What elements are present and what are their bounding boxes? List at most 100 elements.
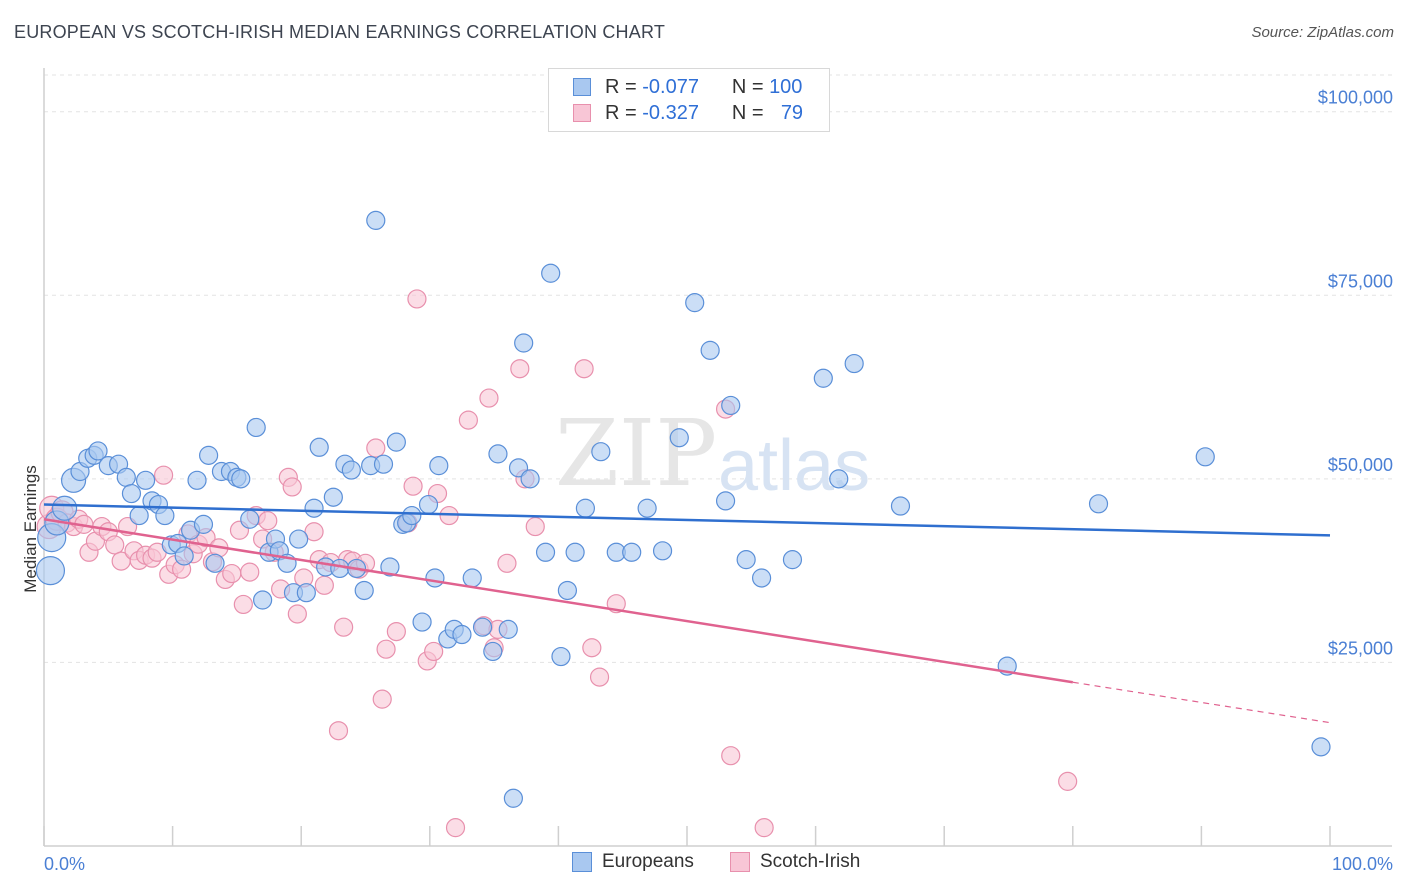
european-point (155, 505, 175, 526)
watermark: ZIP atlas (555, 400, 870, 507)
european-point (813, 368, 833, 388)
european-point (386, 432, 406, 452)
scotch-irish-point (240, 562, 260, 582)
european-point (429, 456, 449, 476)
european-point (498, 619, 518, 639)
european-point (472, 617, 493, 637)
europeans-trend-line (43, 503, 1331, 537)
european-point (35, 556, 66, 586)
european-point (541, 263, 561, 283)
european-point (1195, 447, 1215, 467)
european-point (129, 505, 149, 526)
european-point (373, 454, 394, 474)
european-point (669, 428, 689, 448)
european-point (508, 458, 529, 478)
european-point (135, 470, 156, 490)
axis-layer (43, 68, 1392, 847)
european-point (782, 550, 803, 570)
european-point (637, 498, 657, 518)
y-tick-label: $50,000 (1328, 455, 1393, 475)
european-point (462, 568, 482, 588)
scotch-irish-points (36, 289, 1078, 838)
european-point (565, 542, 585, 562)
scotch-irish-point (376, 639, 396, 659)
european-point (289, 529, 309, 549)
scotch-irish-point (497, 553, 517, 573)
n-value: 79 (780, 101, 804, 124)
european-point (323, 487, 343, 507)
y-tick-label: $75,000 (1328, 271, 1393, 291)
scotch-irish-point (304, 522, 324, 542)
source-label: Source: ZipAtlas.com (1251, 24, 1394, 41)
scotch-irish-trend-extension (1072, 681, 1331, 724)
scotch-irish-point (479, 388, 499, 408)
european-point (425, 568, 445, 588)
european-point (296, 583, 316, 603)
european-points (35, 210, 1331, 808)
european-point (412, 612, 432, 632)
scotch-irish-point (589, 667, 610, 687)
r-value: -0.327 (642, 101, 699, 124)
trend-lines (43, 503, 1331, 724)
legend-row-scotch-irish: R = -0.327 N = 79 (573, 101, 803, 125)
european-point (341, 460, 361, 480)
scotch-irish-trend-line (43, 518, 1073, 684)
european-point (205, 553, 225, 573)
european-point (366, 210, 386, 230)
scotch-irish-point (334, 617, 354, 637)
scotch-irish-point (445, 818, 466, 838)
scotch-irish-point (458, 410, 478, 430)
scotch-irish-point (403, 476, 423, 496)
european-point (890, 496, 911, 516)
european-point (402, 505, 422, 526)
r-label: R = (605, 75, 637, 98)
scotch-irish-point (222, 563, 242, 584)
european-point (700, 340, 720, 360)
european-point (304, 498, 324, 518)
european-point (557, 580, 578, 601)
x-tick-label-min: 0.0% (44, 854, 85, 874)
scotch-irish-point (282, 477, 302, 497)
y-axis-label: Median Earnings (21, 465, 40, 593)
scotch-irish-point (105, 535, 125, 555)
n-label: N = (731, 75, 764, 98)
europeans-swatch (573, 78, 591, 96)
european-point (685, 293, 705, 313)
y-tick-labels: $100,000 $75,000 $50,000 $25,000 (1318, 88, 1393, 659)
european-point (199, 445, 219, 465)
scotch-irish-point (328, 721, 349, 741)
european-point (652, 541, 673, 561)
scotch-irish-point (510, 359, 530, 379)
european-point (88, 441, 108, 461)
watermark-zip: ZIP (555, 400, 717, 507)
scotch-irish-point (233, 594, 253, 615)
europeans-label: Europeans (602, 851, 694, 872)
europeans-swatch (572, 852, 592, 872)
european-point (354, 580, 374, 601)
bottom-legend-scotch-irish: Scotch-Irish (730, 851, 860, 873)
european-point (488, 444, 508, 464)
european-point (330, 558, 350, 579)
scotch-irish-point (258, 511, 278, 531)
scotch-irish-label: Scotch-Irish (760, 851, 861, 872)
scotch-irish-point (372, 689, 392, 709)
european-point (253, 590, 273, 610)
scotch-irish-point (287, 604, 307, 624)
scotch-irish-point (574, 359, 594, 379)
european-point (246, 417, 266, 438)
stats-legend: R = -0.077 N = 100 R = -0.327 N = 79 (548, 68, 830, 132)
chart-title: EUROPEAN VS SCOTCH-IRISH MEDIAN EARNINGS… (14, 22, 666, 42)
european-point (483, 641, 503, 662)
european-point (240, 509, 260, 529)
scotch-irish-swatch (730, 852, 750, 872)
european-point (715, 491, 736, 511)
european-point (231, 469, 251, 489)
european-point (174, 546, 194, 566)
bottom-legend-europeans: Europeans (572, 851, 694, 873)
european-point (736, 550, 756, 570)
european-point (520, 469, 540, 489)
european-point (622, 542, 642, 562)
legend-row-europeans: R = -0.077 N = 100 (573, 75, 802, 99)
scotch-irish-point (582, 638, 602, 658)
scotch-irish-point (1058, 771, 1078, 791)
